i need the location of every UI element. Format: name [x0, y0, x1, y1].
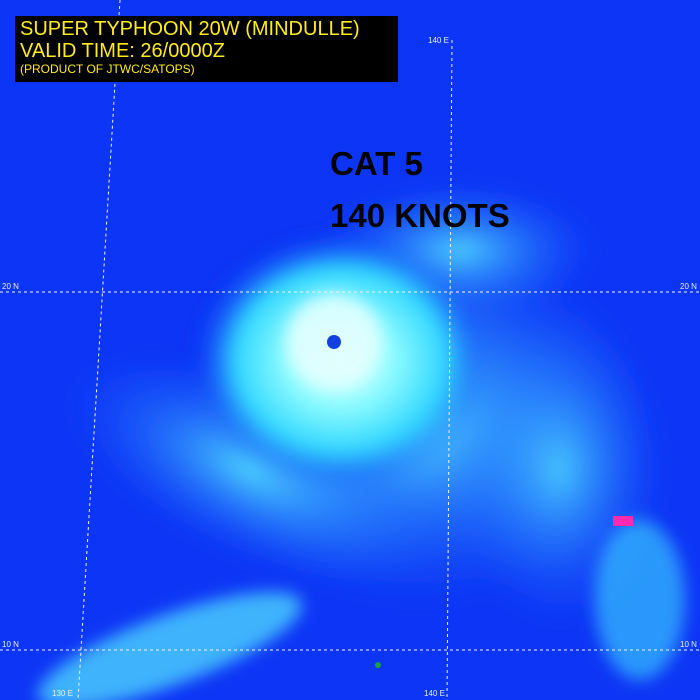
valid-time: VALID TIME: 26/0000Z — [20, 40, 225, 62]
lat-label-10n-left: 10 N — [2, 640, 19, 649]
intensity-label: 140 KNOTS — [330, 197, 510, 234]
island — [375, 662, 381, 668]
lat-label-10n-right: 10 N — [680, 640, 697, 649]
lon-label-140e-top: 140 E — [428, 36, 449, 45]
lat-label-20n-right: 20 N — [680, 282, 697, 291]
typhoon-eye — [327, 335, 341, 349]
storm-title: SUPER TYPHOON 20W (MINDULLE) — [20, 18, 360, 40]
category-label: CAT 5 — [330, 145, 423, 182]
lon-label-130e-bottom: 130 E — [52, 689, 73, 698]
cloud-bands — [37, 180, 685, 700]
title-box: SUPER TYPHOON 20W (MINDULLE) VALID TIME:… — [15, 16, 398, 82]
product-credit: (PRODUCT OF JTWC/SATOPS) — [20, 62, 195, 76]
lat-label-20n-left: 20 N — [2, 282, 19, 291]
island-marker — [613, 516, 633, 526]
lon-label-140e-bottom: 140 E — [424, 689, 445, 698]
